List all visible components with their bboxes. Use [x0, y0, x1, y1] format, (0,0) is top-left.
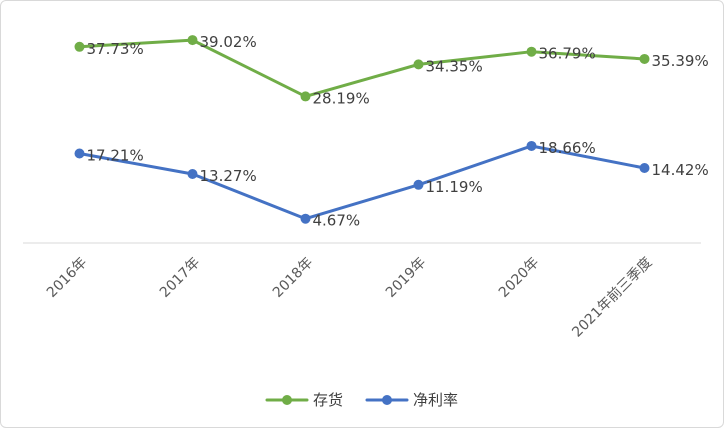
x-tick-label: 2021年前三季度 — [569, 254, 656, 341]
data-point — [413, 59, 424, 70]
data-label: 28.19% — [313, 89, 370, 107]
legend-label-0: 存货 — [313, 391, 343, 409]
data-label: 34.35% — [426, 57, 483, 75]
data-point — [413, 179, 424, 190]
data-label: 35.39% — [652, 52, 709, 70]
data-label: 13.27% — [200, 167, 257, 185]
data-point — [187, 35, 198, 46]
legend-marker-1 — [382, 395, 392, 405]
data-point — [74, 148, 85, 159]
data-point — [639, 53, 650, 64]
series-line-0 — [78, 38, 646, 98]
x-tick-label: 2017年 — [157, 255, 203, 301]
data-point — [300, 213, 311, 224]
data-label: 39.02% — [200, 33, 257, 51]
x-tick-label: 2020年 — [496, 255, 542, 301]
data-point — [74, 41, 85, 52]
data-label: 17.21% — [87, 147, 144, 165]
legend-marker-0 — [282, 395, 292, 405]
data-label: 18.66% — [539, 139, 596, 157]
data-label: 37.73% — [87, 40, 144, 58]
series-line-1 — [78, 144, 646, 221]
data-point — [526, 140, 537, 151]
data-label: 11.19% — [426, 178, 483, 196]
data-point — [300, 91, 311, 102]
data-point — [639, 163, 650, 174]
legend-label-1: 净利率 — [413, 391, 458, 409]
data-label: 4.67% — [313, 212, 361, 230]
x-tick-label: 2019年 — [383, 255, 429, 301]
data-point — [526, 46, 537, 57]
x-tick-label: 2016年 — [44, 255, 90, 301]
x-tick-label: 2018年 — [270, 255, 316, 301]
data-label: 14.42% — [652, 161, 709, 179]
data-label: 36.79% — [539, 45, 596, 63]
data-point — [187, 168, 198, 179]
